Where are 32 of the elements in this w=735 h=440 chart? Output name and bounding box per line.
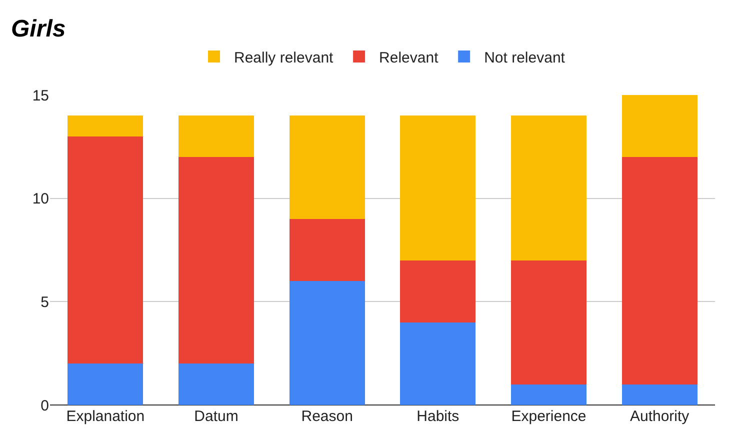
bar [68,136,144,364]
chart-title: Girls [11,16,66,43]
bar [68,116,144,136]
y-tick-label: 15 [32,87,49,104]
bar [289,281,365,405]
bar [622,95,698,157]
legend-label: Not relevant [484,49,566,66]
y-tick-label: 0 [40,397,49,414]
bar [400,260,476,322]
bar [400,322,476,405]
legend-label: Relevant [379,49,440,66]
bar [511,384,586,405]
bar [68,364,144,405]
bar [289,116,365,219]
bar [178,364,254,405]
legend-label: Really relevant [234,49,334,66]
y-tick-label: 5 [40,294,49,311]
x-tick-label: Explanation [66,408,145,425]
x-tick-label: Reason [301,408,353,425]
bar [178,157,254,364]
bar [289,219,365,281]
bar [178,116,254,157]
bar [511,260,586,384]
bar [511,116,586,260]
bar [622,384,698,405]
y-tick-label: 10 [32,190,49,208]
x-tick-label: Experience [511,408,586,425]
x-tick-label: Habits [416,408,460,425]
x-tick-label: Datum [194,408,238,425]
bar [622,157,698,384]
bar [400,116,476,260]
x-tick-label: Authority [630,408,690,425]
